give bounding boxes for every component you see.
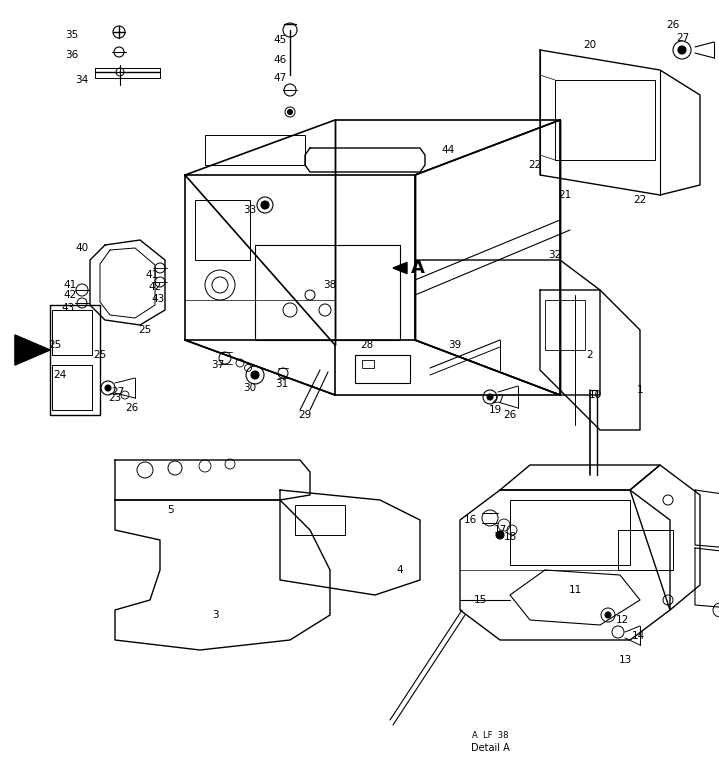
Text: 21: 21 — [559, 190, 572, 200]
Text: 5: 5 — [167, 505, 173, 515]
Bar — [555, 80, 655, 160]
Text: A: A — [411, 259, 425, 277]
Bar — [295, 505, 345, 535]
Text: 41: 41 — [63, 280, 77, 290]
Text: 17: 17 — [493, 525, 507, 535]
Text: 27: 27 — [491, 395, 505, 405]
Text: 42: 42 — [148, 282, 162, 292]
Polygon shape — [15, 335, 50, 365]
Text: 42: 42 — [63, 290, 77, 300]
Text: 47: 47 — [273, 73, 287, 83]
Text: Detail A: Detail A — [471, 743, 509, 753]
Text: 25: 25 — [138, 325, 152, 335]
Bar — [618, 530, 673, 570]
Text: 12: 12 — [615, 615, 628, 625]
Text: A  LF  38: A LF 38 — [472, 730, 508, 739]
Text: 26: 26 — [125, 403, 139, 413]
Bar — [362, 360, 374, 368]
Text: 4: 4 — [397, 565, 403, 575]
Bar — [195, 200, 250, 260]
Text: 33: 33 — [243, 205, 257, 215]
Text: 43: 43 — [61, 303, 75, 313]
Bar — [510, 500, 630, 565]
Text: 30: 30 — [244, 383, 257, 393]
Text: 35: 35 — [65, 30, 78, 40]
Text: 26: 26 — [667, 20, 679, 30]
Bar — [205, 135, 305, 165]
Circle shape — [496, 531, 504, 539]
Circle shape — [487, 394, 493, 400]
Circle shape — [261, 201, 269, 209]
Text: 13: 13 — [618, 655, 631, 665]
Text: 44: 44 — [441, 145, 454, 155]
Text: 36: 36 — [65, 50, 78, 60]
Text: 2: 2 — [587, 350, 593, 360]
Circle shape — [288, 110, 293, 114]
Bar — [52, 365, 92, 410]
Text: 28: 28 — [360, 340, 374, 350]
Text: 1: 1 — [637, 385, 644, 395]
Polygon shape — [393, 262, 407, 274]
Text: 19: 19 — [488, 405, 502, 415]
Text: 41: 41 — [145, 270, 159, 280]
Text: 45: 45 — [273, 35, 287, 45]
Text: 23: 23 — [109, 393, 122, 403]
Text: 43: 43 — [152, 294, 165, 304]
Bar — [355, 355, 410, 383]
Text: 3: 3 — [211, 610, 219, 620]
Text: 37: 37 — [211, 360, 224, 370]
Text: 46: 46 — [273, 55, 287, 65]
Text: 22: 22 — [633, 195, 646, 205]
Bar — [52, 310, 92, 355]
Text: 22: 22 — [528, 160, 541, 170]
Text: 14: 14 — [631, 631, 645, 641]
Text: 16: 16 — [463, 515, 477, 525]
Text: 32: 32 — [549, 250, 562, 260]
Text: 25: 25 — [93, 350, 106, 360]
Text: 24: 24 — [53, 370, 67, 380]
Circle shape — [605, 612, 611, 618]
Text: 11: 11 — [569, 585, 582, 595]
Text: 39: 39 — [449, 340, 462, 350]
Text: 34: 34 — [75, 75, 88, 85]
Text: 25: 25 — [48, 340, 62, 350]
Text: 31: 31 — [275, 379, 288, 389]
Text: 10: 10 — [588, 390, 602, 400]
Text: 26: 26 — [503, 410, 517, 420]
Text: 40: 40 — [75, 243, 88, 253]
Text: 15: 15 — [473, 595, 487, 605]
Text: 29: 29 — [298, 410, 311, 420]
Circle shape — [105, 385, 111, 391]
Circle shape — [678, 46, 686, 54]
Text: 27: 27 — [111, 387, 124, 397]
Text: 18: 18 — [503, 532, 517, 542]
Circle shape — [251, 371, 259, 379]
Bar — [545, 300, 585, 350]
Text: 27: 27 — [677, 33, 690, 43]
Text: 38: 38 — [324, 280, 336, 290]
Text: 20: 20 — [583, 40, 597, 50]
